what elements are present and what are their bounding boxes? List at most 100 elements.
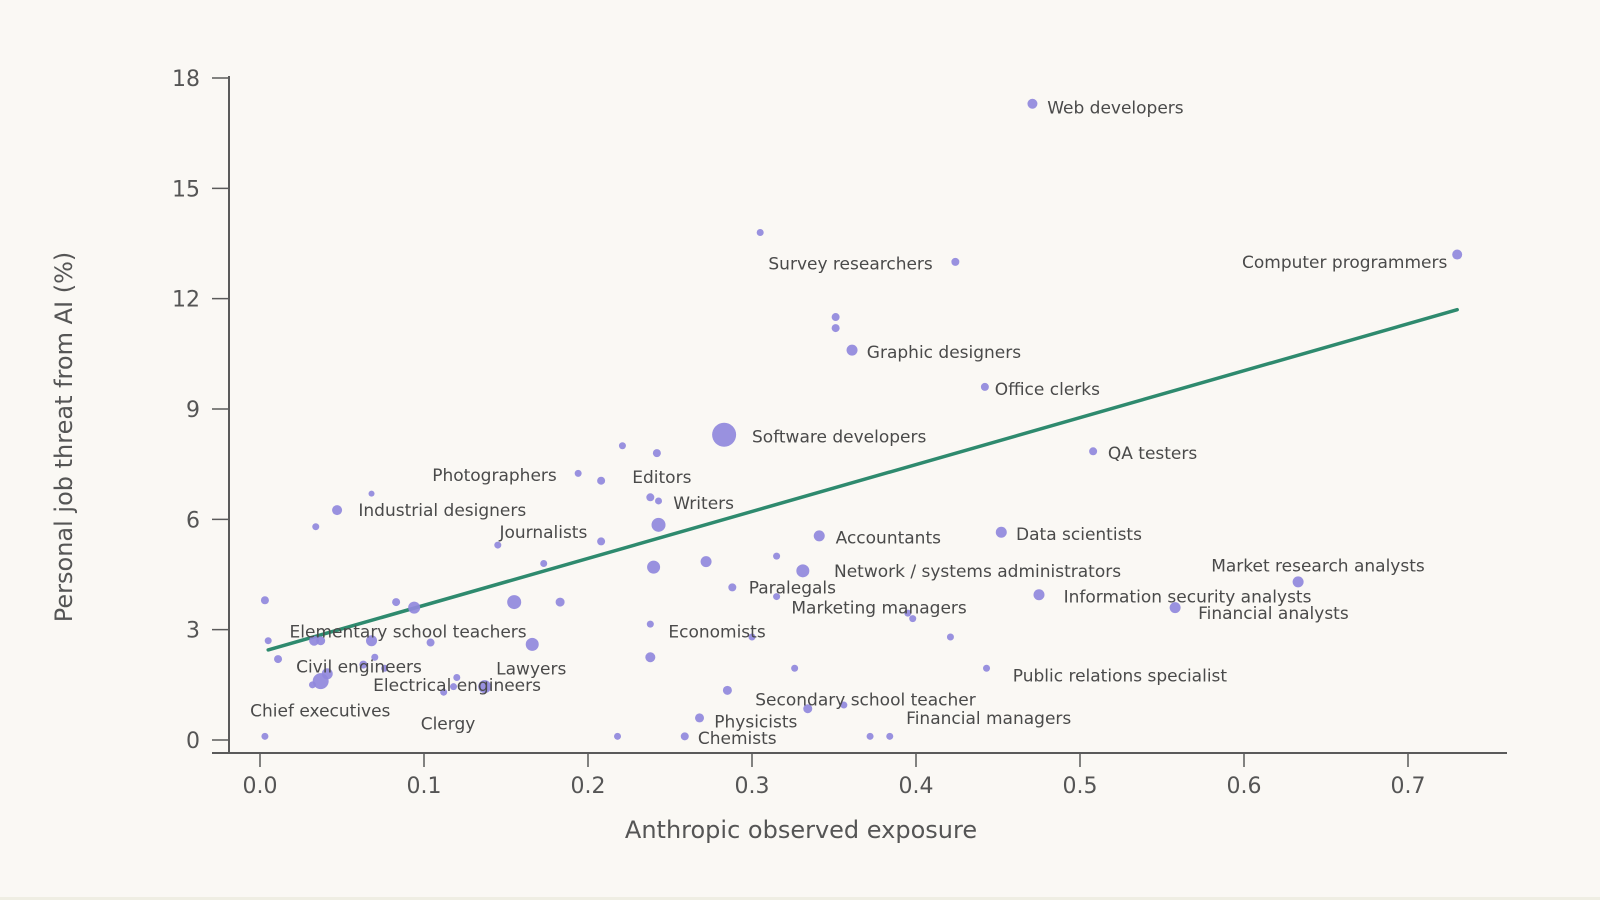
data-point — [478, 680, 492, 694]
x-tick-label: 0.0 — [243, 774, 278, 799]
point-label: Civil engineers — [296, 657, 422, 677]
data-point — [359, 660, 368, 669]
data-point — [507, 595, 522, 610]
data-point — [695, 713, 705, 723]
x-tick-label: 0.2 — [571, 774, 606, 799]
y-tick-label: 6 — [186, 508, 200, 533]
data-point — [904, 609, 912, 617]
point-label: Information security analysts — [1064, 588, 1312, 608]
data-point — [980, 382, 989, 391]
y-axis-title: Personal job threat from AI (%) — [50, 252, 78, 622]
data-point — [712, 422, 737, 447]
data-point — [831, 324, 840, 333]
x-tick-label: 0.1 — [407, 774, 442, 799]
x-tick-label: 0.4 — [899, 774, 934, 799]
data-point — [274, 655, 283, 664]
data-point — [1452, 249, 1463, 260]
point-label: Electrical engineers — [373, 676, 541, 696]
data-point — [309, 635, 320, 646]
y-tick-label: 9 — [186, 398, 200, 423]
data-point — [748, 633, 756, 641]
point-label: Graphic designers — [867, 343, 1021, 363]
x-tick-label: 0.3 — [735, 774, 770, 799]
data-point — [951, 257, 960, 266]
data-point — [680, 732, 689, 741]
data-point — [773, 552, 781, 560]
point-labels: Web developers Survey researchers Computer… — [250, 98, 1447, 749]
data-point — [646, 493, 655, 502]
data-point — [597, 537, 606, 546]
y-tick-label: 0 — [186, 729, 200, 754]
y-tick-label: 15 — [172, 177, 200, 202]
point-label: Public relations specialist — [1013, 667, 1228, 687]
data-point — [756, 228, 764, 236]
data-point — [366, 635, 378, 647]
point-label: Secondary school teacher — [755, 691, 975, 711]
x-tick-label: 0.7 — [1391, 774, 1426, 799]
data-point — [1033, 589, 1045, 601]
data-points — [260, 98, 1463, 741]
data-point — [813, 530, 825, 542]
data-point — [1169, 602, 1181, 614]
data-point — [614, 732, 622, 740]
trend-line-group — [266, 307, 1459, 652]
data-point — [316, 636, 326, 646]
data-point — [652, 449, 661, 458]
y-tick-label: 3 — [186, 619, 200, 644]
data-point — [647, 560, 661, 574]
x-tick-label: 0.6 — [1227, 774, 1262, 799]
point-label: Network / systems administrators — [834, 562, 1121, 582]
data-point — [392, 598, 401, 607]
data-point — [450, 683, 458, 691]
data-point — [1027, 98, 1038, 109]
point-label: Computer programmers — [1242, 253, 1447, 273]
point-label: Software developers — [752, 428, 926, 448]
point-label: Market research analysts — [1211, 556, 1425, 576]
point-label: Chief executives — [250, 702, 390, 722]
data-point — [308, 681, 316, 689]
data-point — [803, 704, 813, 714]
data-point — [796, 564, 810, 578]
x-tick-label: 0.5 — [1063, 774, 1098, 799]
data-point — [312, 523, 320, 531]
bottom-border — [0, 897, 1600, 900]
data-point — [381, 664, 389, 672]
data-point — [946, 633, 954, 641]
data-point — [1089, 447, 1098, 456]
data-point — [645, 652, 656, 663]
point-label: Editors — [632, 468, 691, 488]
data-point — [995, 526, 1007, 538]
data-point — [646, 620, 654, 628]
point-label: Industrial designers — [358, 501, 526, 521]
data-point — [700, 556, 712, 568]
data-point — [540, 559, 548, 567]
point-label: Lawyers — [496, 659, 566, 679]
data-point — [555, 597, 565, 607]
y-tick-label: 18 — [172, 67, 200, 92]
point-label: Financial managers — [906, 709, 1071, 729]
point-label: Journalists — [498, 523, 587, 543]
data-point — [791, 664, 799, 672]
data-point — [260, 596, 269, 605]
data-point — [866, 732, 874, 740]
point-label: Physicists — [714, 713, 797, 733]
point-label: Web developers — [1047, 98, 1184, 118]
data-point — [574, 469, 582, 477]
data-point — [408, 601, 421, 614]
data-point — [983, 664, 991, 672]
data-point — [368, 490, 375, 497]
trend-line — [266, 307, 1459, 652]
data-point — [728, 583, 737, 592]
point-label: Elementary school teachers — [290, 623, 527, 643]
data-point — [597, 476, 606, 485]
data-point — [722, 685, 732, 695]
x-axis-title: Anthropic observed exposure — [625, 816, 977, 844]
data-point — [831, 313, 840, 322]
data-point — [909, 615, 917, 623]
point-label: Data scientists — [1016, 525, 1142, 545]
y-tick-label: 12 — [172, 288, 200, 313]
data-point — [440, 688, 448, 696]
data-point — [655, 497, 663, 505]
data-point — [494, 541, 502, 549]
